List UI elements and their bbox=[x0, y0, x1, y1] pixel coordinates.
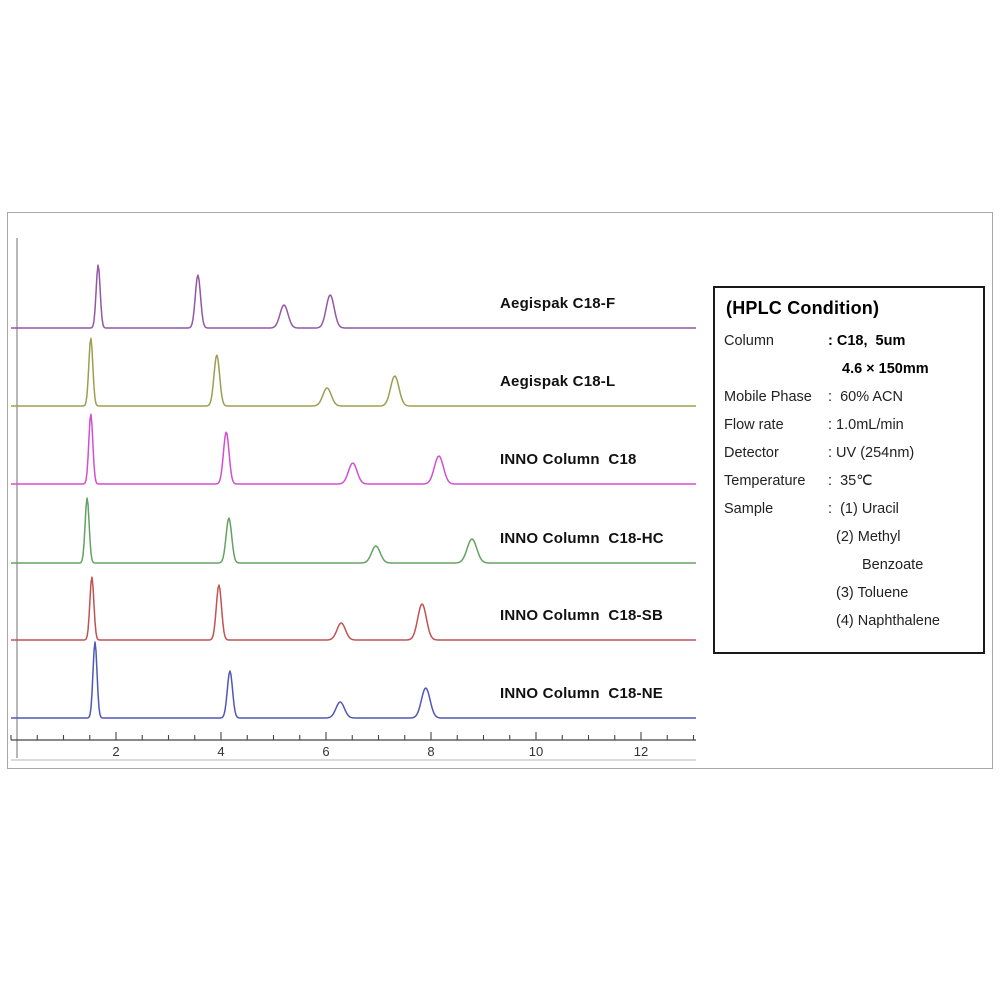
hplc-row-label bbox=[724, 551, 828, 579]
trace-label: INNO Column C18-SB bbox=[500, 607, 663, 624]
hplc-row: (4) Naphthalene bbox=[724, 607, 974, 635]
x-axis-tick-label: 6 bbox=[322, 744, 329, 759]
hplc-row-value: (2) Methyl bbox=[836, 529, 901, 545]
hplc-row-value: : 1.0mL/min bbox=[828, 417, 904, 433]
hplc-row-value: : C18, 5um bbox=[828, 333, 906, 349]
trace-label: Aegispak C18-L bbox=[500, 373, 616, 390]
chromatogram-trace-1 bbox=[11, 337, 696, 407]
hplc-row-label bbox=[724, 355, 828, 383]
chromatogram-figure: 2 4 6 8 10 12 Aegispak C18-F Aegispak C18-L INN… bbox=[7, 212, 993, 769]
hplc-row-label bbox=[724, 523, 828, 551]
hplc-row-value: (4) Naphthalene bbox=[836, 613, 940, 629]
trace-label: INNO Column C18-NE bbox=[500, 685, 663, 702]
chromatogram-trace-2 bbox=[11, 413, 696, 485]
hplc-row-value: : 35℃ bbox=[828, 473, 873, 489]
hplc-row-value: : UV (254nm) bbox=[828, 445, 915, 461]
hplc-row-label: Temperature bbox=[724, 473, 806, 489]
trace-label: INNO Column C18-HC bbox=[500, 530, 664, 547]
hplc-row-label: Mobile Phase bbox=[724, 389, 812, 405]
hplc-row: Sample : (1) Uracil bbox=[724, 495, 974, 523]
hplc-row: Column : C18, 5um bbox=[724, 327, 974, 355]
hplc-row-label: Detector bbox=[724, 445, 779, 461]
hplc-row: Temperature : 35℃ bbox=[724, 467, 974, 495]
hplc-condition-title: (HPLC Condition) bbox=[726, 298, 880, 318]
hplc-row-value: : 60% ACN bbox=[828, 389, 903, 405]
x-axis-tick-label: 8 bbox=[427, 744, 434, 759]
hplc-row-value: : (1) Uracil bbox=[828, 501, 899, 517]
hplc-row-label bbox=[724, 607, 828, 635]
hplc-row-label bbox=[724, 579, 828, 607]
x-axis-tick-label: 12 bbox=[634, 744, 648, 759]
x-axis-tick-label: 2 bbox=[112, 744, 119, 759]
hplc-row-label: Column bbox=[724, 333, 774, 349]
hplc-row-label: Flow rate bbox=[724, 417, 784, 433]
x-axis-tick-label: 4 bbox=[217, 744, 224, 759]
trace-label: Aegispak C18-F bbox=[500, 295, 616, 312]
chromatogram-trace-4 bbox=[11, 576, 696, 641]
hplc-row: 4.6 × 150mm bbox=[724, 355, 974, 383]
hplc-row: (3) Toluene bbox=[724, 579, 974, 607]
hplc-condition-rows: Column : C18, 5um 4.6 × 150mm Mobile Phase:… bbox=[724, 327, 974, 635]
hplc-condition-box: (HPLC Condition) Column : C18, 5um 4.6 × 1… bbox=[713, 286, 985, 654]
hplc-row-value: 4.6 × 150mm bbox=[842, 361, 929, 377]
hplc-row: Flow rate : 1.0mL/min bbox=[724, 411, 974, 439]
trace-label: INNO Column C18 bbox=[500, 451, 637, 468]
hplc-row: Detector : UV (254nm) bbox=[724, 439, 974, 467]
chromatogram-trace-3 bbox=[11, 497, 696, 564]
hplc-row-label: Sample bbox=[724, 501, 774, 517]
hplc-row-value: (3) Toluene bbox=[836, 585, 909, 601]
hplc-row-value: Benzoate bbox=[862, 557, 924, 573]
hplc-row: (2) Methyl bbox=[724, 523, 974, 551]
chromatogram-plot: 2 4 6 8 10 12 bbox=[10, 238, 696, 761]
chromatogram-trace-0 bbox=[11, 264, 696, 329]
hplc-row: Benzoate bbox=[724, 551, 974, 579]
chromatogram-trace-5 bbox=[11, 641, 696, 719]
x-axis-tick-label: 10 bbox=[529, 744, 543, 759]
hplc-row: Mobile Phase : 60% ACN bbox=[724, 383, 974, 411]
